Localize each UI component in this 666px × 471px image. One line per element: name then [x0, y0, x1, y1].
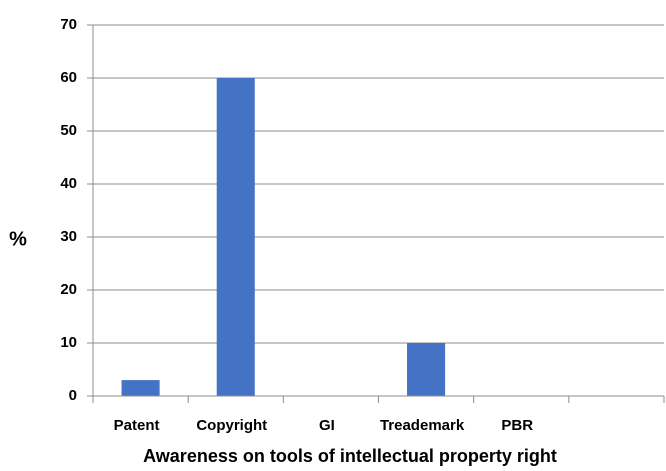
x-tick-label: PBR [501, 417, 533, 434]
y-tick-label: 50 [60, 122, 77, 139]
x-tick-label: GI [319, 417, 335, 434]
y-tick-label: 70 [60, 16, 77, 33]
x-tick-label: Copyright [196, 417, 267, 434]
y-tick-label: 10 [60, 334, 77, 351]
y-tick-label: 60 [60, 69, 77, 86]
bar [216, 78, 255, 396]
bar [407, 343, 446, 396]
x-tick-label: Patent [114, 417, 160, 434]
y-tick-label: 30 [60, 228, 77, 245]
y-tick-label: 20 [60, 281, 77, 298]
x-tick-label: Treademark [380, 417, 465, 434]
bar [121, 380, 160, 396]
x-axis-label: Awareness on tools of intellectual prope… [143, 446, 557, 466]
y-tick-label: 40 [60, 175, 77, 192]
y-axis-label: % [9, 228, 27, 250]
y-tick-label: 0 [69, 387, 77, 404]
